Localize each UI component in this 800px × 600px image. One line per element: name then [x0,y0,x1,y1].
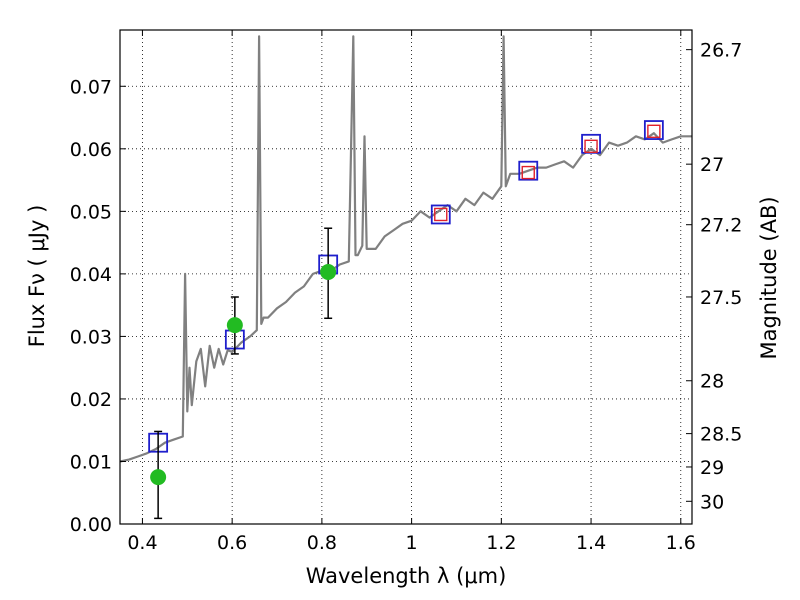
model-spectrum-line [120,35,692,463]
y-tick-label-5: 0.05 [70,201,112,223]
y2-tick-label-1: 27 [700,154,724,176]
axes: 0.4 0.6 0.8 1 1.2 1.4 1.6 0.00 0.01 0.02 0.03 0.04 0… [70,29,742,554]
y2-tick-label-2: 27.2 [700,215,742,237]
optical-measurement-point-0 [150,469,167,486]
y2-tick-label-3: 27.5 [700,287,742,309]
x-tick-label-2: 0.8 [307,532,337,554]
ir-measurement-marker-3 [647,124,661,139]
x-tick-label-1: 0.6 [217,532,247,554]
plot-frame [119,29,693,525]
y-tick-label-0: 0.00 [70,514,112,536]
model-band-marker-4 [518,160,539,181]
y2-tick-label-5: 28.5 [700,424,742,446]
y-tick-label-2: 0.02 [70,389,112,411]
x-tick-label-3: 1 [406,532,418,554]
y-axis-label: Flux Fν ( μJy ) [25,205,49,348]
y-tick-label-6: 0.06 [70,139,112,161]
y2-tick-label-4: 28 [700,371,724,393]
x-tick-label-5: 1.4 [576,532,606,554]
y2-tick-label-6: 29 [700,457,724,479]
x-tick-label-6: 1.6 [666,532,696,554]
y2-tick-label-7: 30 [700,491,724,513]
optical-measurement-point-2 [320,263,337,280]
x-tick-label-4: 1.2 [486,532,516,554]
x-axis-label: Wavelength λ (μm) [306,564,507,588]
y-tick-label-4: 0.04 [70,264,112,286]
y-tick-label-1: 0.01 [70,451,112,473]
ir-measurement-marker-0 [434,207,448,222]
y-tick-label-3: 0.03 [70,326,112,348]
ir-measurement-marker-1 [521,165,535,180]
y2-tick-label-0: 26.7 [700,40,742,62]
y2-axis-label: Magnitude (AB) [757,196,781,359]
y-tick-label-7: 0.07 [70,76,112,98]
x-tick-label-0: 0.4 [127,532,157,554]
ir-measurement-marker-2 [584,139,598,154]
series-layer [120,35,692,520]
model-band-marker-3 [430,204,451,225]
model-band-marker-6 [643,120,664,140]
optical-measurement-point-1 [226,317,243,334]
